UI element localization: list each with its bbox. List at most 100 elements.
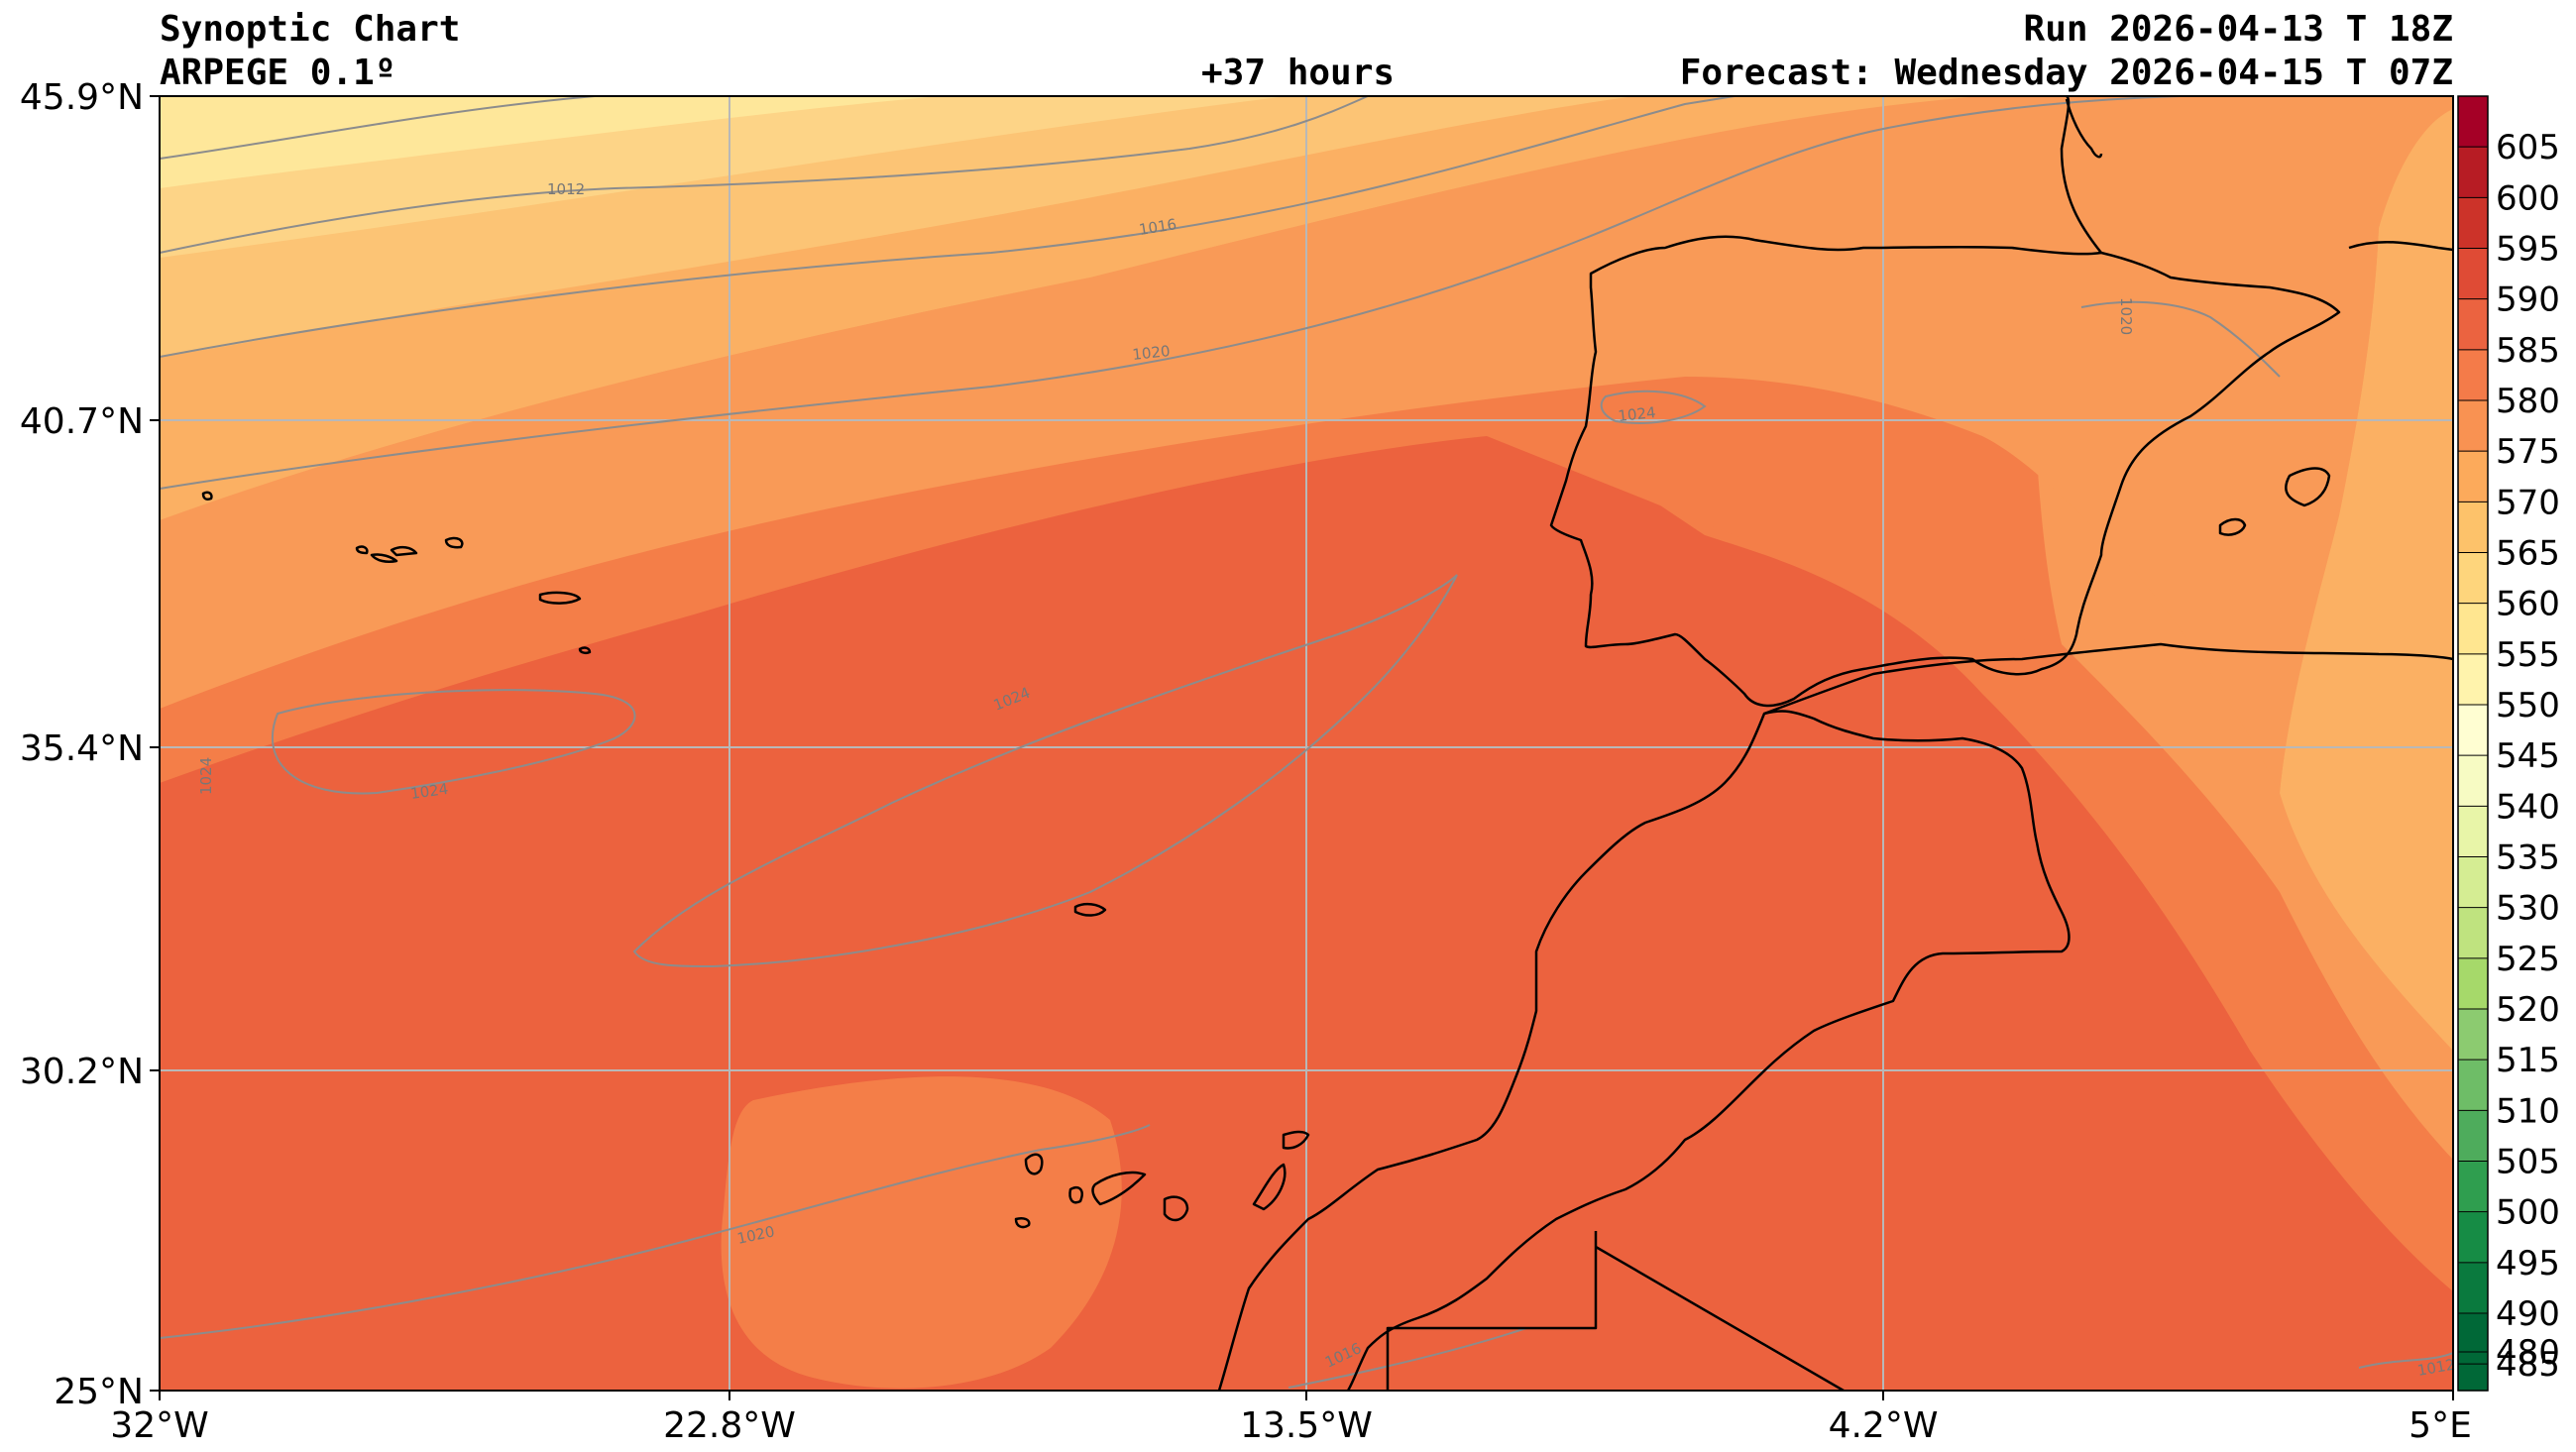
colorbar-tick-label: 590 <box>2496 280 2560 320</box>
colorbar-swatch <box>2458 653 2488 706</box>
colorbar-tick-label: 505 <box>2496 1143 2560 1182</box>
colorbar-swatch <box>2458 1262 2488 1314</box>
azores-4 <box>538 591 582 605</box>
fill-band-565 <box>160 96 2453 1051</box>
colorbar-swatch <box>2458 451 2488 503</box>
lead-time: +37 hours <box>1201 53 1396 93</box>
colorbar-tick-label: 585 <box>2496 331 2560 371</box>
canary-1 <box>1024 1153 1044 1175</box>
lat-tick-label: 30.2°N <box>20 1052 144 1092</box>
colorbar-tick-label: 480 <box>2496 1333 2560 1373</box>
colorbar-tick-label: 485 <box>2496 1345 2560 1385</box>
isobar-label: 1020 <box>1132 342 1172 364</box>
colorbar-swatch <box>2458 552 2488 605</box>
canary-5 <box>1252 1163 1287 1211</box>
colorbar-tick-label: 560 <box>2496 585 2560 624</box>
border-south <box>1595 1245 1845 1391</box>
canary-4 <box>1163 1195 1189 1222</box>
colorbar-tick-label: 535 <box>2496 838 2560 878</box>
azores-5 <box>578 646 592 655</box>
madeira <box>1073 902 1107 917</box>
graticule <box>160 96 2453 1391</box>
colorbar-tick-label: 575 <box>2496 432 2560 472</box>
isobar-label: 1024 <box>197 757 215 795</box>
azores-1 <box>390 545 418 557</box>
colorbar-swatch <box>2458 1009 2488 1061</box>
lat-tick-label: 25°N <box>54 1372 144 1412</box>
lon-tick-label: 22.8°W <box>663 1405 796 1446</box>
colorbar-swatch <box>2458 907 2488 959</box>
azores-3 <box>444 536 464 549</box>
isobar-labels: 1012 1016 1020 1024 1024 1024 1024 1020 … <box>197 180 2456 1380</box>
colorbar: 605 600 595 590 585 580 575 570 565 560 555 550 545 5… <box>2457 95 2560 1392</box>
azores-2 <box>370 553 398 563</box>
forecast-valid-time: Forecast: Wednesday 2026-04-15 T 07Z <box>1679 53 2453 93</box>
colorbar-swatch <box>2458 755 2488 807</box>
colorbar-tick-label: 510 <box>2496 1091 2560 1131</box>
colorbar-swatch <box>2458 856 2488 909</box>
colorbar-tick-label: 545 <box>2496 736 2560 776</box>
lon-tick-label: 13.5°W <box>1240 1405 1373 1446</box>
colorbar-tick-label: 540 <box>2496 787 2560 827</box>
uk-coast <box>2065 98 2103 159</box>
colorbar-tick-label: 515 <box>2496 1041 2560 1080</box>
isobar-1008 <box>160 96 596 160</box>
lon-tick-label: 32°W <box>110 1405 208 1446</box>
lon-axis: 32°W 22.8°W 13.5°W 4.2°W 5°E <box>110 1391 2472 1446</box>
colorbar-swatch <box>2458 197 2488 250</box>
isobars <box>160 96 2453 1389</box>
canary-2 <box>1068 1185 1083 1204</box>
colorbar-swatch <box>2458 1161 2488 1213</box>
lon-tick-label: 5°E <box>2408 1405 2472 1446</box>
colorbar-swatch <box>2458 298 2488 351</box>
fill-band-570-cut <box>160 317 2062 783</box>
colorbar-tick-label: 550 <box>2496 686 2560 726</box>
azores-7 <box>201 491 213 502</box>
colorbar-swatch <box>2458 400 2488 452</box>
colorbar-swatch <box>2458 957 2488 1010</box>
isobar-1024-ridge <box>632 574 1458 968</box>
colorbar-swatch <box>2458 705 2488 756</box>
colorbar-swatch <box>2458 1060 2488 1111</box>
colorbar-swatch <box>2458 1110 2488 1163</box>
colorbar-tick-label: 530 <box>2496 889 2560 929</box>
colorbar-tick-label: 500 <box>2496 1193 2560 1233</box>
colorbar-tick-label: 495 <box>2496 1244 2560 1284</box>
canary-3 <box>1091 1171 1147 1206</box>
colorbar-swatch <box>2458 147 2488 198</box>
isobar-1012 <box>160 96 1369 254</box>
italy-coast <box>2348 240 2453 252</box>
isobar-1012-se <box>2358 1352 2453 1369</box>
chart-title: Synoptic Chart <box>160 9 461 50</box>
colorbar-swatch <box>2458 349 2488 401</box>
africa-north-coast <box>1763 642 2453 716</box>
colorbar-swatch <box>2458 1211 2488 1264</box>
lon-tick-label: 4.2°W <box>1829 1405 1939 1446</box>
lat-axis: 45.9°N 40.7°N 35.4°N 30.2°N 25°N <box>20 77 160 1412</box>
africa-coast <box>1217 710 2071 1391</box>
run-time: Run 2026-04-13 T 18Z <box>2023 9 2453 50</box>
isobar-1024-iberia <box>1600 390 1707 424</box>
colorbar-tick-label: 555 <box>2496 635 2560 675</box>
colorbar-tick-label: 525 <box>2496 940 2560 979</box>
lat-tick-label: 40.7°N <box>20 401 144 442</box>
isobar-1024-azores <box>272 689 636 795</box>
colorbar-tick-label: 605 <box>2496 128 2560 168</box>
azores-6 <box>355 545 369 555</box>
colorbar-swatch <box>2458 603 2488 655</box>
balearic-mallorca <box>2218 517 2247 536</box>
isobar-1016-south <box>1288 1327 1527 1389</box>
isobar-label: 1016 <box>1138 215 1178 239</box>
isobar-label: 1024 <box>1618 403 1657 425</box>
colorbar-tick-label: 580 <box>2496 382 2560 421</box>
colorbar-tick-label: 520 <box>2496 990 2560 1030</box>
lat-tick-label: 45.9°N <box>20 77 144 118</box>
colorbar-swatch <box>2458 248 2488 300</box>
colorbar-swatch <box>2458 502 2488 554</box>
lat-tick-label: 35.4°N <box>20 728 144 769</box>
colorbar-swatch <box>2458 806 2488 858</box>
colorbar-tick-label: 565 <box>2496 534 2560 574</box>
isobar-1020 <box>160 96 2182 490</box>
isobar-1016 <box>160 96 1736 358</box>
